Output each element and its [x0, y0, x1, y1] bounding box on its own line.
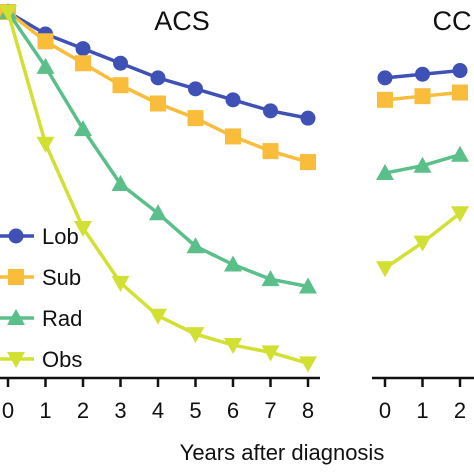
data-point-lob — [150, 70, 166, 86]
panel-cc: CC 0 1 2 — [372, 6, 474, 423]
data-point-lob — [113, 55, 128, 71]
legend-label-sub: Sub — [42, 265, 81, 290]
data-point-sub — [112, 77, 129, 94]
legend-marker-lob — [8, 228, 24, 244]
x-tick-label: 0 — [2, 398, 14, 423]
data-point-lob — [75, 41, 91, 57]
x-tick-label: 5 — [189, 398, 201, 423]
data-point-rad — [36, 57, 55, 74]
panel-title: CC — [433, 6, 472, 36]
data-point-sub — [452, 84, 468, 101]
data-point-lob — [377, 70, 393, 86]
data-point-lob — [415, 66, 430, 82]
data-point-sub — [414, 88, 431, 105]
data-point-obs — [36, 136, 55, 153]
data-point-sub — [262, 143, 279, 160]
x-tick-label: 8 — [302, 398, 314, 423]
x-tick-label: 3 — [114, 398, 126, 423]
data-point-rad — [261, 270, 280, 287]
x-tick-label: 6 — [227, 398, 239, 423]
x-tick-label: 1 — [39, 398, 51, 423]
data-point-obs — [224, 338, 242, 355]
panel-acs: ACS 0 1 2 3 4 5 6 7 8 — [0, 3, 320, 423]
data-point-rad — [111, 175, 130, 192]
data-point-sub — [150, 95, 166, 112]
data-point-obs — [111, 275, 130, 292]
data-point-obs — [299, 356, 317, 373]
legend-label-obs: Obs — [42, 347, 82, 372]
x-tick-label: 0 — [379, 398, 391, 423]
legend-label-rad: Rad — [42, 306, 82, 331]
data-point-lob — [263, 103, 278, 119]
data-point-obs — [0, 5, 17, 21]
legend-marker-obs — [7, 352, 25, 368]
legend: Lob Sub Rad Obs — [0, 224, 82, 372]
data-point-sub — [377, 91, 393, 108]
data-point-lob — [225, 92, 241, 108]
legend-marker-rad — [7, 309, 25, 325]
data-point-rad — [74, 120, 92, 137]
data-point-lob — [452, 63, 468, 79]
legend-label-lob: Lob — [42, 224, 79, 249]
data-point-obs — [74, 220, 92, 237]
data-point-obs — [186, 327, 205, 344]
data-point-sub — [225, 128, 241, 145]
data-point-sub — [75, 55, 91, 72]
data-point-rad — [299, 277, 317, 294]
data-point-obs — [261, 345, 280, 362]
data-point-rad — [186, 237, 205, 254]
data-point-sub — [187, 110, 204, 127]
data-point-sub — [37, 33, 54, 50]
x-tick-label: 4 — [152, 398, 164, 423]
data-point-rad — [224, 255, 242, 272]
data-point-rad — [149, 204, 167, 221]
data-point-lob — [300, 110, 316, 126]
x-axis-title: Years after diagnosis — [180, 440, 385, 465]
data-point-obs — [451, 206, 469, 223]
legend-marker-sub — [8, 269, 24, 285]
data-point-rad — [413, 156, 432, 173]
data-point-rad — [376, 164, 394, 181]
x-tick-label: 2 — [77, 398, 89, 423]
panel-title: ACS — [154, 6, 210, 36]
data-point-rad — [451, 145, 469, 162]
x-tick-label: 1 — [416, 398, 428, 423]
data-point-lob — [188, 81, 203, 97]
data-point-obs — [149, 308, 167, 325]
data-point-sub — [300, 154, 316, 171]
x-tick-label: 7 — [264, 398, 276, 423]
x-tick-label: 2 — [454, 398, 466, 423]
data-point-obs — [376, 261, 394, 278]
data-point-obs — [413, 235, 432, 252]
